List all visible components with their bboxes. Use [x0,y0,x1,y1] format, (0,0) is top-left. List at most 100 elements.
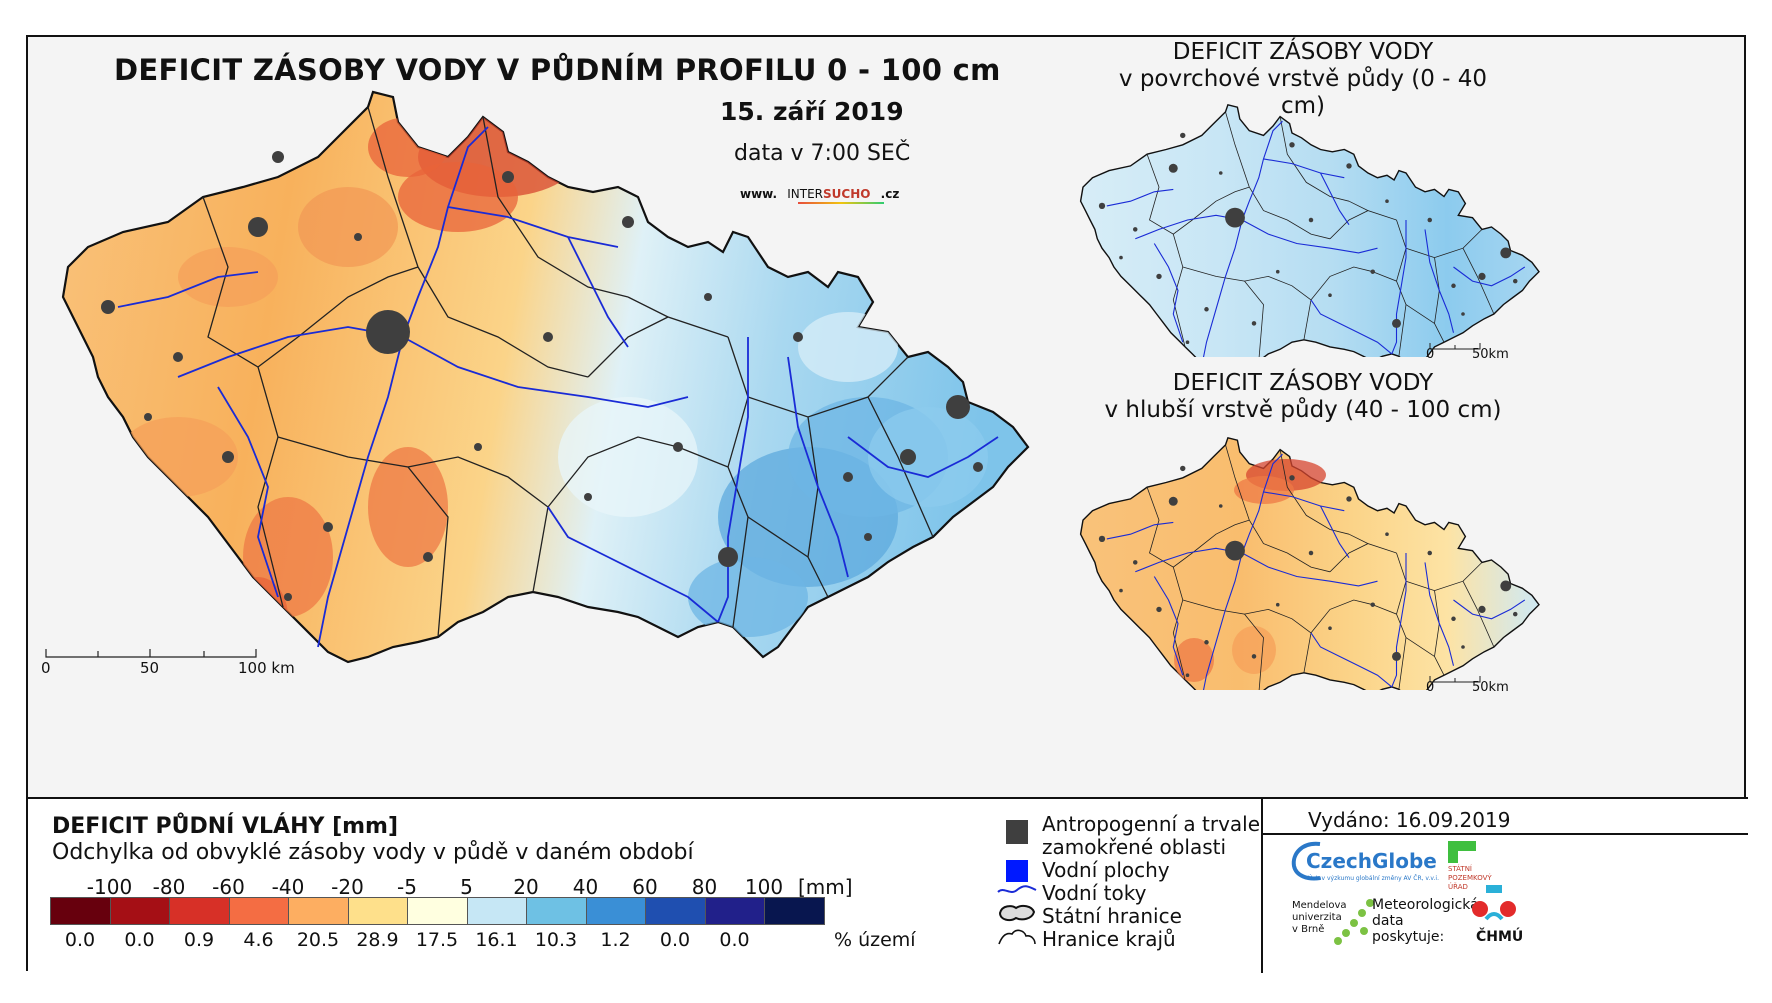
inset-bottom-title-line2: v hlubší vrstvě půdy (40 - 100 cm) [1104,397,1502,423]
legend-swatch [50,897,111,925]
spu-logo-text: STÁTNÍ POZEMKOVÝ ÚŘAD [1448,865,1492,892]
legend-tick: -5 [397,875,417,899]
river-line [547,506,719,623]
river-line [1453,266,1526,287]
spu-logo-mark2 [1448,841,1458,863]
legend-percent: 1.2 [600,929,631,951]
legend-divider [1261,799,1263,973]
urban-area [1461,645,1465,649]
legend-swatch [347,897,408,925]
region-border-line [867,396,934,538]
inset-bottom-urban [1098,465,1518,677]
region-border-line [1462,581,1495,648]
legend-percent: 20.5 [296,929,340,951]
river-line [1424,229,1455,333]
river-line [1153,576,1184,676]
inset-top-urban [1098,132,1518,344]
urban-areas [101,151,983,601]
urban-area [1218,504,1223,508]
urban-area [1385,199,1389,203]
region-border-line [1329,543,1397,573]
urban-area [1392,318,1401,328]
river-line [1241,219,1378,254]
meteo-line2: data [1372,913,1404,929]
region-border-line [1372,271,1407,357]
river-line [402,126,489,338]
river-line [1310,632,1393,688]
urban-area [1119,588,1123,593]
region-border-line [1248,186,1331,240]
chmu-logo: ČHMÚ [1476,929,1524,945]
legend-tick: -80 [152,875,186,899]
urban-area [1478,272,1486,280]
region-border-line [1248,519,1331,573]
urban-area [173,352,183,362]
region-border-line [1310,599,1373,634]
inset-bottom-scale-50: 50km [1472,680,1509,695]
mendel-line3: v Brně [1292,924,1325,935]
inset-bottom-country [1079,436,1540,690]
region-border-line [807,416,829,598]
region-border-line [1405,562,1483,592]
legend-swatch [704,897,765,925]
urban-area [843,472,853,482]
urban-area [222,451,234,463]
legend-tick: 80 [691,875,718,899]
river-line [1310,299,1393,355]
main-title: DEFICIT ZÁSOBY VODY V PŮDNÍM PROFILU 0 -… [114,53,1001,87]
urban-area [946,395,970,419]
legend-swatch [526,897,587,925]
urban-area [1180,132,1186,139]
urban-area [1308,217,1314,223]
river-line [1391,553,1407,688]
region-border-line [1279,449,1350,535]
urban-area [1119,255,1123,260]
legend-tick: 20 [513,875,539,899]
region-border-line [202,196,299,368]
river-line [1241,552,1378,587]
region-border-symbol [998,929,1036,945]
legend-swatch [109,897,170,925]
river-line [1453,599,1526,620]
river-symbol [997,885,1037,893]
czechglobe-logo-arc [1291,841,1321,881]
website-prefix: www. [740,187,778,201]
urban-area [1500,247,1512,259]
region-border-line [482,116,629,298]
legend-swatch [645,897,706,925]
legend-percent: 10.3 [534,929,578,951]
urban-area [1225,540,1245,561]
main-map [61,90,1030,664]
region-border-line [677,446,749,628]
region-border-line [1348,533,1369,544]
urban-area [543,332,553,342]
river-line [447,206,619,248]
inset-top-scale-50: 50km [1472,347,1509,362]
legend-tick: -60 [212,875,245,899]
legend-percent: 0.0 [64,929,96,951]
legend-unit: [mm] [798,875,853,899]
river-line [217,386,279,598]
czechglobe-logo: CzechGlobe [1306,849,1437,873]
region-border-line [1244,608,1312,673]
region-border-line [1372,604,1407,690]
region-border-line [1146,487,1193,568]
legend-swatch [764,897,825,925]
region-border-line [1434,257,1445,343]
mendel-logo-text: Mendelova univerzita v Brně [1292,900,1347,936]
main-scale-50: 50 [140,659,160,677]
inset-top-title-line1: DEFICIT ZÁSOBY VODY [1172,39,1434,65]
legend-percent: 16.1 [475,929,518,951]
map-date: 15. září 2019 [720,97,904,126]
website-link[interactable]: www. INTERSUCHO .cz [740,187,899,204]
inset-bottom-title-line1: DEFICIT ZÁSOBY VODY [1172,370,1434,396]
legend-percent: 28.9 [356,929,399,951]
main-scale-bar [45,649,257,658]
urban-area [1500,580,1512,592]
legend-swatch [228,897,289,925]
region-border-line [1405,304,1435,324]
legend-title: DEFICIT PŮDNÍ VLÁHY [mm] [52,814,399,839]
urban-area [248,217,268,237]
legend-swatch [585,897,646,925]
region-border-line [747,516,809,558]
